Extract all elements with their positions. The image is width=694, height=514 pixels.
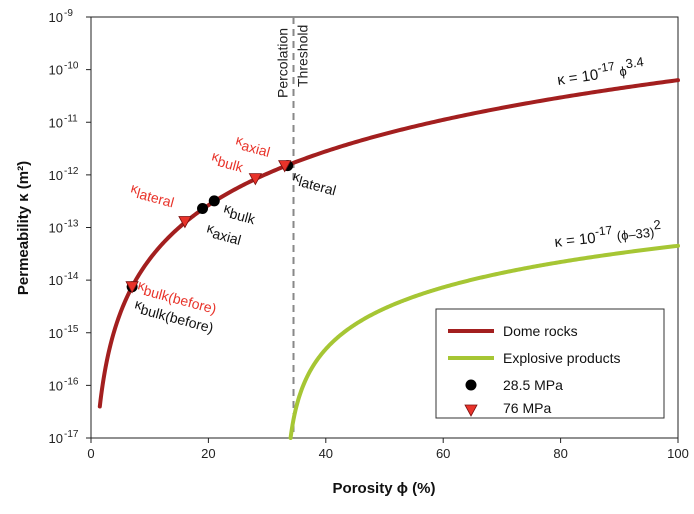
legend-box <box>435 308 665 419</box>
legend-label-28-5-mpa: 28.5 MPa <box>503 377 563 393</box>
y-tick-base: 10 <box>49 326 63 341</box>
annotation-subscript: bulk <box>216 153 246 175</box>
y-tick-label: 10 <box>49 431 63 446</box>
y-tick-base: 10 <box>49 168 63 183</box>
point-28-5-mpa <box>197 202 209 214</box>
y-tick-exponent: -16 <box>64 376 79 387</box>
annotation-subscript: bulk <box>228 205 258 227</box>
y-tick-label: 10 <box>49 115 63 130</box>
x-tick-label: 100 <box>667 446 689 461</box>
annotation-subscript: lateral <box>297 173 338 198</box>
equation-pow: 3.4 <box>625 54 645 71</box>
y-tick-base: 10 <box>49 378 63 393</box>
x-tick-label: 80 <box>553 446 567 461</box>
point-76-mpa <box>278 160 292 173</box>
y-tick-base: 10 <box>49 221 63 236</box>
x-tick-label: 0 <box>87 446 94 461</box>
y-tick-exponent: -11 <box>64 113 78 124</box>
y-tick-exponent: -17 <box>64 429 79 440</box>
y-tick-exponent: -9 <box>64 8 73 19</box>
point-76-mpa <box>178 216 192 229</box>
annotation-symbol: κ <box>205 219 217 237</box>
threshold-label-line2: Threshold <box>295 25 311 87</box>
equation-var: (ϕ–33) <box>616 225 655 244</box>
annotation-kappa: κlateral <box>290 167 339 198</box>
point-76-mpa <box>125 281 139 294</box>
y-tick-label: 10 <box>49 63 63 78</box>
point-28-5-mpa <box>208 195 220 207</box>
y-tick-base: 10 <box>49 273 63 288</box>
annotation-kappa: κaxial <box>233 131 273 160</box>
equation-lhs: κ = 10 <box>556 66 599 89</box>
legend-label-dome-rocks: Dome rocks <box>503 323 578 339</box>
equation-var: ϕ <box>618 63 627 79</box>
annotation-kappa: κlateral <box>128 179 177 210</box>
annotation-symbol: κ <box>234 131 246 149</box>
y-axis-title: Permeability κ (m²) <box>15 161 32 295</box>
annotation-kappa: κbulk <box>221 199 259 227</box>
legend: Dome rocks Explosive products 28.5 MPa 7… <box>435 308 665 419</box>
y-tick-base: 10 <box>49 431 63 446</box>
legend-marker-28-5-mpa <box>465 379 477 391</box>
legend-marker-76-mpa <box>464 404 478 417</box>
threshold-label-line1: Percolation <box>275 28 291 98</box>
x-tick-label: 40 <box>319 446 333 461</box>
equation-exp: -17 <box>596 59 615 75</box>
equation-lhs: κ = 10 <box>554 230 597 251</box>
data-points <box>125 160 294 294</box>
annotation-subscript: axial <box>211 225 243 248</box>
y-tick-base: 10 <box>49 10 63 25</box>
legend-label-76-mpa: 76 MPa <box>503 400 551 416</box>
y-tick-label: 10 <box>49 326 63 341</box>
y-tick-exponent: -13 <box>64 219 79 230</box>
x-tick-label: 60 <box>436 446 450 461</box>
annotation-symbol: κ <box>136 276 148 294</box>
x-axis-ticks: 0 20 40 60 80 100 <box>87 438 689 461</box>
annotation-subscript: axial <box>240 137 272 160</box>
y-tick-label: 10 <box>49 378 63 393</box>
y-tick-label: 10 <box>49 221 63 236</box>
y-tick-base: 10 <box>49 63 63 78</box>
equation-exp: -17 <box>594 223 613 239</box>
equation-label: κ = 10-17 (ϕ–33)2 <box>553 217 662 251</box>
annotation-kappa: κaxial <box>204 219 244 248</box>
percolation-threshold: Percolation Threshold <box>275 17 311 438</box>
y-tick-label: 10 <box>49 168 63 183</box>
annotation-kappa: κbulk <box>209 147 247 175</box>
y-tick-exponent: -14 <box>64 271 79 282</box>
annotation-symbol: κ <box>291 167 303 185</box>
y-tick-exponent: -12 <box>64 166 79 177</box>
annotations: κlateralκbulkκaxialκbulk(before)κaxialκb… <box>128 131 339 335</box>
annotation-subscript: lateral <box>135 185 176 210</box>
y-tick-base: 10 <box>49 115 63 130</box>
point-76-mpa <box>248 173 263 186</box>
equation-label: κ = 10-17 ϕ3.4 <box>555 54 645 89</box>
x-axis-title: Porosity ϕ (%) <box>333 480 436 497</box>
annotation-symbol: κ <box>129 179 141 197</box>
legend-label-explosive-products: Explosive products <box>503 350 621 366</box>
annotation-symbol: κ <box>210 147 222 165</box>
y-tick-label: 10 <box>49 273 63 288</box>
y-tick-exponent: -10 <box>64 61 79 72</box>
y-tick-exponent: -15 <box>64 324 79 335</box>
annotation-symbol: κ <box>222 199 234 217</box>
y-tick-label: 10 <box>49 10 63 25</box>
annotation-symbol: κ <box>133 295 145 313</box>
curve-explosive-products <box>288 243 680 440</box>
x-tick-label: 20 <box>201 446 215 461</box>
equation-pow: 2 <box>653 217 662 233</box>
